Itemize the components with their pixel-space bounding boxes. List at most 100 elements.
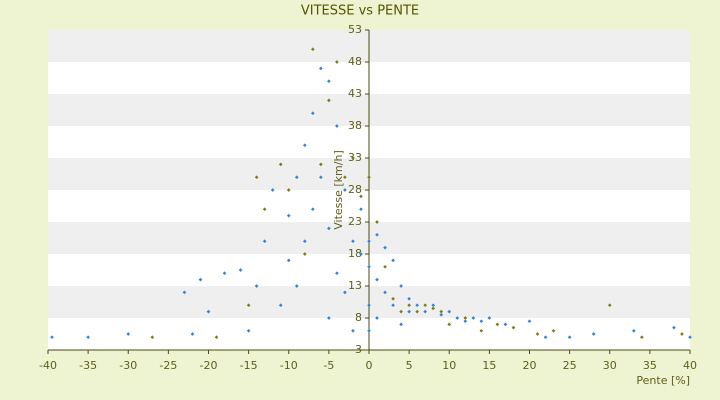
point	[375, 316, 379, 320]
point	[463, 316, 468, 320]
point	[335, 124, 339, 128]
point	[511, 325, 516, 330]
y-axis-label: Vitesse [km/h]	[332, 150, 345, 230]
y-tick-label: 28	[348, 183, 362, 196]
point	[680, 332, 684, 336]
point	[447, 309, 452, 314]
point	[399, 309, 403, 314]
y-tick-label: 38	[348, 119, 362, 132]
point	[383, 245, 387, 250]
point	[302, 239, 307, 244]
y-tick-label: 48	[348, 55, 362, 68]
point	[319, 162, 323, 167]
x-tick-label: -20	[200, 359, 218, 372]
point	[310, 207, 315, 212]
point	[198, 277, 203, 282]
point	[375, 220, 379, 224]
point	[86, 335, 90, 340]
point	[343, 188, 347, 192]
point	[238, 268, 243, 272]
point	[415, 309, 419, 314]
point	[495, 322, 500, 327]
point	[551, 328, 556, 333]
point	[310, 47, 315, 52]
point	[359, 207, 363, 212]
x-tick-label: 25	[563, 359, 577, 372]
point	[688, 335, 692, 340]
point	[479, 319, 484, 324]
point	[302, 143, 307, 148]
point	[447, 322, 452, 327]
x-tick-label: -40	[39, 359, 57, 372]
x-tick-label: -25	[159, 359, 177, 372]
x-tick-label: -15	[240, 359, 258, 372]
point	[367, 175, 371, 180]
point	[254, 175, 259, 180]
point	[286, 213, 291, 218]
point	[439, 312, 444, 317]
point	[262, 207, 267, 212]
point	[278, 162, 283, 167]
point	[455, 316, 460, 320]
x-axis-label: Pente [%]	[636, 374, 690, 387]
point	[439, 309, 444, 314]
point	[407, 303, 411, 308]
point	[278, 303, 283, 308]
point	[631, 328, 636, 333]
point	[190, 332, 195, 336]
point	[351, 156, 355, 160]
x-tick-label: 5	[406, 359, 413, 372]
y-tick-label: 8	[355, 311, 362, 324]
x-tick-label: 0	[366, 359, 373, 372]
point	[367, 239, 371, 244]
point	[294, 175, 299, 180]
point	[375, 277, 379, 282]
point	[351, 328, 355, 333]
point	[487, 316, 492, 320]
point	[246, 303, 251, 308]
point	[343, 175, 347, 180]
point	[246, 328, 251, 333]
point	[383, 290, 387, 295]
point	[319, 66, 323, 71]
point	[407, 296, 411, 301]
point	[479, 328, 484, 333]
y-tick-label: 43	[348, 87, 362, 100]
point	[607, 303, 612, 308]
point	[567, 335, 572, 340]
point	[359, 194, 363, 199]
point	[214, 335, 219, 340]
point	[399, 322, 403, 327]
point	[126, 332, 131, 336]
chart-title: VITESSE vs PENTE	[301, 4, 419, 19]
point	[310, 111, 315, 116]
point	[543, 335, 548, 340]
point	[351, 239, 355, 244]
x-tick-label: -10	[280, 359, 298, 372]
point	[407, 309, 411, 314]
point	[286, 258, 291, 263]
x-tick-label: 20	[523, 359, 537, 372]
point	[262, 239, 267, 244]
point	[471, 316, 476, 320]
point	[591, 332, 596, 336]
point	[672, 325, 676, 330]
y-tick-label: 53	[348, 23, 362, 36]
point	[367, 264, 371, 269]
point	[270, 188, 275, 192]
x-tick-label: -30	[119, 359, 137, 372]
x-tick-label: -5	[323, 359, 334, 372]
point	[423, 303, 428, 308]
point	[327, 98, 331, 103]
point	[391, 258, 395, 263]
y-tick-label: 18	[348, 247, 362, 260]
point	[367, 328, 371, 333]
point	[359, 252, 363, 256]
x-tick-label: 35	[643, 359, 657, 372]
point	[375, 232, 379, 237]
point	[254, 284, 259, 288]
point	[383, 264, 387, 269]
x-tick-label: 30	[603, 359, 617, 372]
x-tick-label: -35	[79, 359, 97, 372]
